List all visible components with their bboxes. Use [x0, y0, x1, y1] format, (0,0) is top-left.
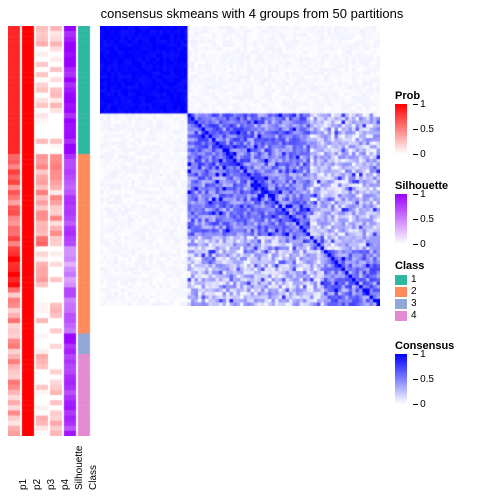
legend-tick: 1 [413, 99, 426, 110]
legend-class-item: 1 [395, 274, 424, 285]
legend-tick: 0.5 [413, 374, 434, 385]
legend-swatch [395, 311, 407, 321]
legend-class-swatches: 1234 [395, 274, 424, 321]
legend-tick: 0 [413, 149, 426, 160]
anno-col-label-class: Class [88, 465, 99, 490]
legend-consensus: Consensus 10.50 [395, 340, 454, 404]
anno-col-label-p2: p2 [32, 479, 43, 490]
legend-class-label: 2 [411, 286, 417, 297]
legend-class: Class 1234 [395, 260, 424, 322]
legend-class-item: 4 [395, 310, 424, 321]
legend-prob-gradient [395, 104, 407, 154]
legend-tick: 0.5 [413, 124, 434, 135]
legend-tick: 0 [413, 399, 426, 410]
legend-tick: 0 [413, 239, 426, 250]
legend-class-item: 3 [395, 298, 424, 309]
page-title: consensus skmeans with 4 groups from 50 … [0, 6, 504, 21]
legend-swatch [395, 275, 407, 285]
consensus-heatmap [100, 26, 380, 311]
legend-silhouette-gradient [395, 194, 407, 244]
legend-tick: 0.5 [413, 214, 434, 225]
legend-class-label: 1 [411, 274, 417, 285]
legend-swatch [395, 287, 407, 297]
annotation-tracks [8, 26, 92, 441]
legend-consensus-gradient [395, 354, 407, 404]
anno-col-label-p4: p4 [60, 479, 71, 490]
legend-prob: Prob 10.50 [395, 90, 420, 154]
legend-class-label: 3 [411, 298, 417, 309]
anno-col-label-p1: p1 [18, 479, 29, 490]
legend-class-title: Class [395, 260, 424, 272]
legend-tick: 1 [413, 189, 426, 200]
legend-tick: 1 [413, 349, 426, 360]
legend-swatch [395, 299, 407, 309]
legend-class-label: 4 [411, 310, 417, 321]
legend-class-item: 2 [395, 286, 424, 297]
legend-silhouette: Silhouette 10.50 [395, 180, 448, 244]
anno-col-label-p3: p3 [46, 479, 57, 490]
anno-col-label-silhouette: Silhouette [74, 446, 85, 490]
